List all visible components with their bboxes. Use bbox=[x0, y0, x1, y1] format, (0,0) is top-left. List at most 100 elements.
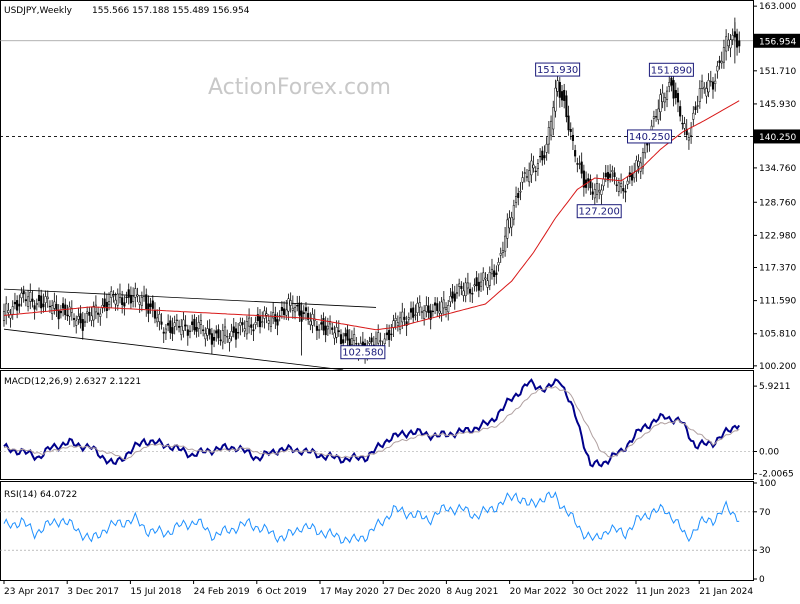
candle-body bbox=[593, 189, 596, 199]
candle-body bbox=[333, 332, 336, 339]
candle-body bbox=[700, 80, 704, 89]
candle-body bbox=[469, 288, 472, 294]
channel-line-2 bbox=[3, 328, 344, 371]
candle-body bbox=[606, 172, 610, 181]
candle-body bbox=[479, 281, 483, 287]
price-panel bbox=[0, 0, 754, 369]
symbol-label: USDJPY,Weekly bbox=[4, 6, 73, 16]
candle-body bbox=[263, 310, 266, 319]
candle-body bbox=[425, 305, 428, 312]
candle-body bbox=[571, 134, 574, 141]
candle-body bbox=[169, 320, 172, 333]
candle-body bbox=[92, 305, 95, 321]
annotation-box bbox=[627, 129, 673, 144]
candle-body bbox=[552, 107, 555, 130]
x-axis-label: 21 Jan 2024 bbox=[699, 587, 753, 597]
candle-body bbox=[674, 90, 677, 99]
candle-body bbox=[495, 272, 498, 276]
price-axis-label: 100.200 bbox=[759, 362, 796, 372]
candle-body bbox=[274, 314, 277, 322]
candle-body bbox=[525, 176, 529, 178]
candle-body bbox=[302, 312, 305, 315]
candle-body bbox=[622, 188, 625, 192]
candle-body bbox=[722, 47, 725, 63]
ohlc-label: 155.566 157.188 155.489 156.954 bbox=[92, 6, 250, 16]
candle-body bbox=[690, 127, 693, 136]
candle-body bbox=[624, 190, 627, 193]
candle-body bbox=[11, 306, 14, 315]
candle-body bbox=[626, 180, 629, 185]
candle-body bbox=[514, 195, 518, 203]
candle-body bbox=[652, 116, 655, 119]
candle-body bbox=[72, 318, 76, 320]
candle-body bbox=[379, 340, 382, 342]
candle-body bbox=[705, 88, 708, 97]
candle-body bbox=[230, 331, 233, 337]
candle-body bbox=[107, 301, 111, 306]
candle-body bbox=[31, 298, 34, 302]
candle-body bbox=[99, 313, 102, 317]
price-annotation: 151.930 bbox=[535, 62, 581, 77]
candle-body bbox=[13, 301, 16, 305]
candle-body bbox=[350, 338, 353, 345]
candle-body bbox=[184, 324, 187, 327]
candle-body bbox=[412, 307, 415, 318]
candle-body bbox=[66, 314, 69, 317]
candle-body bbox=[530, 160, 533, 176]
candle-body bbox=[534, 170, 537, 173]
candle-body bbox=[55, 303, 58, 311]
candle-body bbox=[22, 290, 25, 295]
candle-body bbox=[304, 307, 308, 312]
candle-body bbox=[595, 183, 599, 195]
candle-body bbox=[2, 311, 6, 321]
candle-body bbox=[576, 163, 579, 165]
annotation-label: 127.200 bbox=[579, 207, 620, 218]
candle-body bbox=[156, 317, 159, 323]
candle-body bbox=[195, 327, 198, 332]
candle-body bbox=[655, 116, 658, 118]
candle-body bbox=[162, 331, 165, 334]
candle-body bbox=[5, 303, 8, 316]
price-axis-label: 145.930 bbox=[759, 100, 796, 110]
candle-body bbox=[153, 310, 157, 319]
candle-body bbox=[311, 313, 314, 326]
candle-body bbox=[322, 318, 325, 331]
candle-body bbox=[75, 320, 78, 326]
candle-body bbox=[637, 161, 640, 167]
channel-line-1 bbox=[3, 288, 377, 308]
rsi-axis-label: 30 bbox=[759, 546, 771, 556]
candle-body bbox=[127, 289, 130, 298]
candle-body bbox=[97, 312, 100, 315]
candle-body bbox=[383, 338, 386, 345]
rsi-series bbox=[3, 491, 740, 544]
candle-body bbox=[20, 292, 23, 299]
candle-body bbox=[138, 301, 141, 305]
candle-body bbox=[213, 337, 216, 341]
axis-layer: 151.930 151.890 140.250 127.200 102.580 163.0… bbox=[3, 2, 800, 597]
x-axis-label: 8 Aug 2021 bbox=[446, 587, 498, 597]
candle-body bbox=[510, 217, 513, 228]
candle-body bbox=[550, 120, 553, 136]
candle-body bbox=[291, 307, 294, 311]
candle-body bbox=[267, 320, 270, 324]
candle-body bbox=[720, 60, 723, 64]
candle-body bbox=[532, 164, 535, 169]
candle-body bbox=[348, 338, 351, 346]
candle-body bbox=[112, 295, 115, 297]
candle-body bbox=[714, 80, 717, 84]
candle-body bbox=[541, 150, 544, 161]
x-axis-label: 3 Dec 2017 bbox=[67, 587, 119, 597]
candle-body bbox=[265, 313, 268, 316]
candle-body bbox=[434, 302, 437, 306]
rsi-axis-label: 100 bbox=[759, 479, 776, 489]
macd-label: MACD(12,26,9) 2.6327 2.1221 bbox=[4, 377, 141, 387]
candle-body bbox=[567, 115, 570, 131]
candle-body bbox=[718, 60, 721, 63]
candle-body bbox=[420, 311, 424, 313]
candle-body bbox=[582, 170, 585, 188]
candle-body bbox=[309, 320, 312, 326]
candle-body bbox=[88, 311, 91, 316]
candle-body bbox=[342, 339, 345, 344]
candle-body bbox=[574, 150, 577, 157]
candle-body bbox=[407, 317, 410, 320]
